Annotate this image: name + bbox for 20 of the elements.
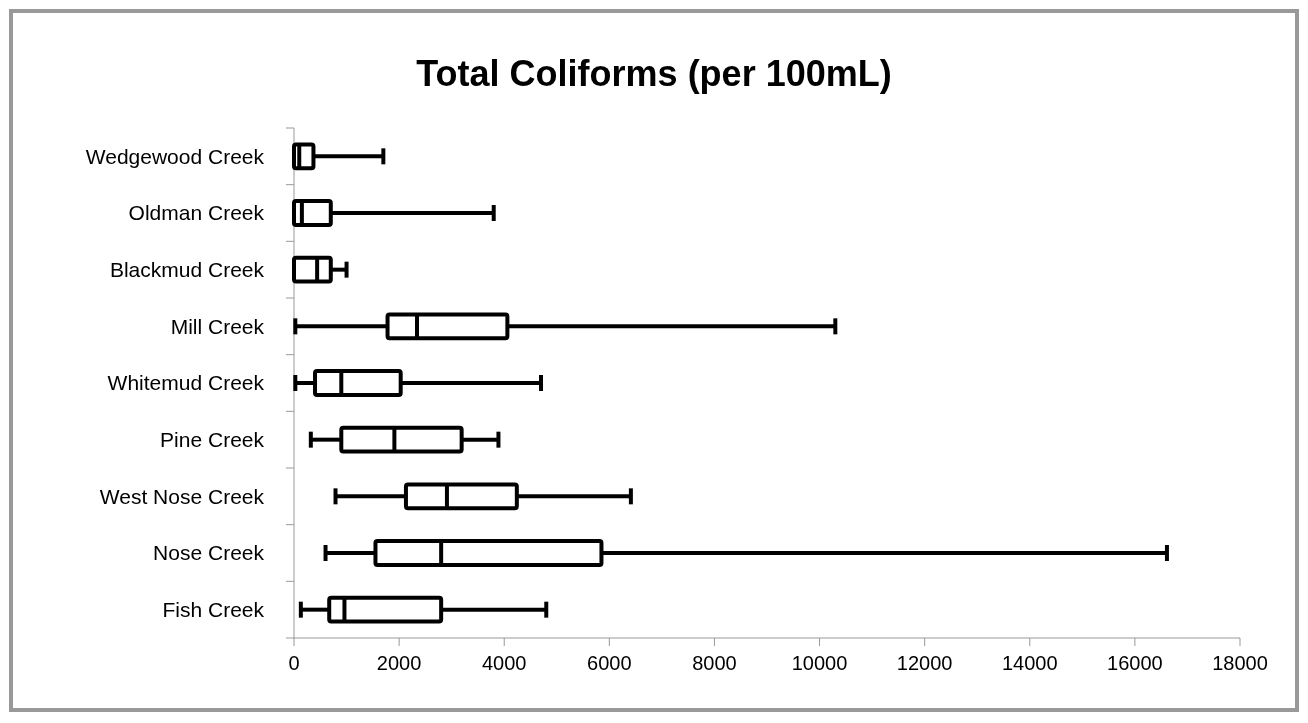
y-tick-label: Wedgewood Creek xyxy=(85,144,265,168)
x-tick-label: 8000 xyxy=(692,652,737,674)
x-tick-label: 18000 xyxy=(1212,652,1268,674)
chart-title: Total Coliforms (per 100mL) xyxy=(416,53,892,94)
x-tick-label: 2000 xyxy=(376,652,422,674)
y-tick-label: Pine Creek xyxy=(160,428,265,452)
y-tick-label: Fish Creek xyxy=(162,598,265,622)
y-tick-label: Blackmud Creek xyxy=(109,258,265,282)
x-tick-label: 16000 xyxy=(1107,652,1163,674)
y-tick-label: Mill Creek xyxy=(170,314,265,338)
y-tick-label: Whitemud Creek xyxy=(107,371,265,395)
y-tick-label: Oldman Creek xyxy=(128,201,265,225)
x-tick-label: 0 xyxy=(288,652,300,674)
x-tick-label: 12000 xyxy=(896,652,953,674)
y-tick-label: Nose Creek xyxy=(153,541,265,565)
x-tick-label: 6000 xyxy=(587,652,632,674)
x-tick-label: 4000 xyxy=(481,652,527,674)
x-tick-label: 14000 xyxy=(1001,652,1058,674)
y-tick-label: West Nose Creek xyxy=(99,484,265,508)
x-tick-label: 10000 xyxy=(791,652,848,674)
